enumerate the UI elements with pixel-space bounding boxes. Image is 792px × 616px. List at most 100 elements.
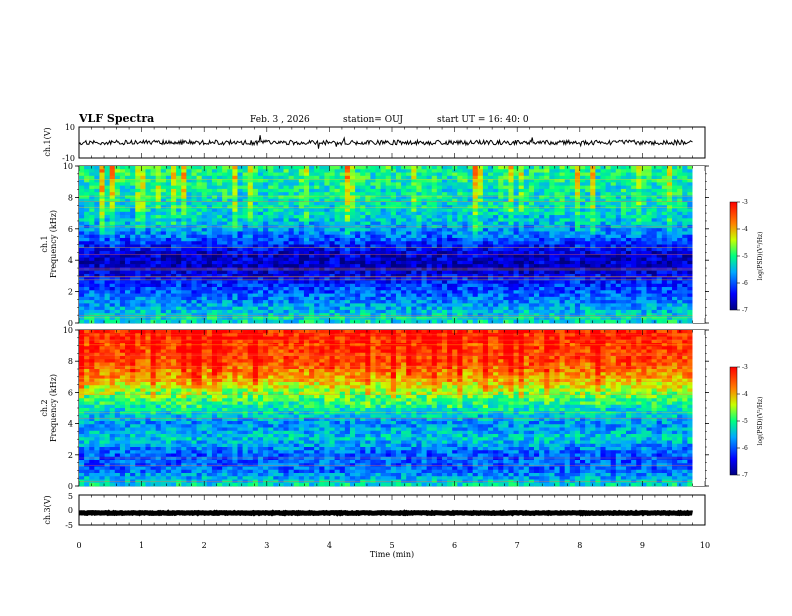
spectrogram-cell <box>79 287 85 291</box>
spectrogram-cell <box>631 231 637 235</box>
spectrogram-cell <box>570 189 576 193</box>
spectrogram-cell <box>309 254 315 258</box>
spectrogram-cell <box>641 222 647 226</box>
spectrogram-cell <box>401 231 407 235</box>
spectrogram-cell <box>646 290 652 294</box>
spectrogram-cell <box>606 173 612 177</box>
spectrogram-cell <box>534 280 540 284</box>
spectrogram-cell <box>340 245 346 249</box>
spectrogram-cell <box>120 280 126 284</box>
spectrogram-cell <box>110 182 116 186</box>
spectrogram-cell <box>289 254 295 258</box>
spectrogram-cell <box>191 245 197 249</box>
spectrogram-cell <box>493 271 499 275</box>
spectrogram-cell <box>212 287 218 291</box>
spectrogram-cell <box>324 261 330 265</box>
spectrogram-cell <box>258 264 264 268</box>
spectrogram-cell <box>386 264 392 268</box>
spectrogram-cell <box>575 212 581 216</box>
spectrogram-cell <box>585 245 591 249</box>
spectrogram-cell <box>687 290 693 294</box>
spectrogram-cell <box>345 231 351 235</box>
spectrogram-cell <box>646 294 652 298</box>
spectrogram-cell <box>268 264 274 268</box>
spectrogram-cell <box>687 231 693 235</box>
spectrogram-cell <box>539 290 545 294</box>
spectrogram-cell <box>575 189 581 193</box>
spectrogram-cell <box>595 290 601 294</box>
spectrogram-cell <box>391 254 397 258</box>
spectrogram-cell <box>304 205 310 209</box>
spectrogram-cell <box>330 245 336 249</box>
spectrogram-cell <box>662 189 668 193</box>
spectrogram-cell <box>283 277 289 281</box>
spectrogram-cell <box>473 231 479 235</box>
spectrogram-cell <box>636 205 642 209</box>
spectrogram-cell <box>662 202 668 206</box>
spectrogram-cell <box>560 173 566 177</box>
spectrogram-cell <box>478 166 484 170</box>
spectrogram-cell <box>304 189 310 193</box>
spectrogram-cell <box>396 186 402 190</box>
spectrogram-cell <box>161 231 167 235</box>
spectrogram-cell <box>181 245 187 249</box>
spectrogram-cell <box>508 254 514 258</box>
spectrogram-cell <box>115 294 121 298</box>
spectrogram-cell <box>493 228 499 232</box>
spectrogram-cell <box>99 235 105 239</box>
spectrogram-cell <box>314 258 320 262</box>
spectrogram-cell <box>570 228 576 232</box>
spectrogram-cell <box>263 231 269 235</box>
spectrogram-cell <box>657 212 663 216</box>
spectrogram-cell <box>355 280 361 284</box>
spectrogram-cell <box>411 186 417 190</box>
spectrogram-cell <box>483 287 489 291</box>
spectrogram-cell <box>202 192 208 196</box>
spectrogram-cell <box>181 182 187 186</box>
spectrogram-cell <box>493 212 499 216</box>
spectrogram-cell <box>503 238 509 242</box>
spectrogram-cell <box>468 264 474 268</box>
spectrogram-cell <box>365 294 371 298</box>
spectrogram-cell <box>682 238 688 242</box>
spectrogram-cell <box>243 297 249 301</box>
spectrogram-cell <box>197 212 203 216</box>
spectrogram-cell <box>422 258 428 262</box>
spectrogram-cell <box>616 264 622 268</box>
spectrogram-cell <box>539 202 545 206</box>
spectrogram-cell <box>283 235 289 239</box>
spectrogram-cell <box>283 176 289 180</box>
spectrogram-cell <box>370 228 376 232</box>
spectrogram-cell <box>89 182 95 186</box>
spectrogram-cell <box>401 209 407 213</box>
spectrogram-cell <box>636 189 642 193</box>
spectrogram-cell <box>478 205 484 209</box>
spectrogram-cell <box>151 212 157 216</box>
spectrogram-cell <box>161 215 167 219</box>
spectrogram-cell <box>529 222 535 226</box>
spectrogram-cell <box>186 166 192 170</box>
spectrogram-cell <box>503 264 509 268</box>
spectrogram-cell <box>687 261 693 265</box>
spectrogram-cell <box>350 215 356 219</box>
spectrogram-cell <box>478 271 484 275</box>
spectrogram-cell <box>370 284 376 288</box>
spectrogram-cell <box>253 264 259 268</box>
spectrogram-cell <box>207 254 213 258</box>
spectrogram-cell <box>273 297 279 301</box>
spectrogram-cell <box>534 209 540 213</box>
spectrogram-cell <box>677 231 683 235</box>
spectrogram-cell <box>166 261 172 265</box>
spectrogram-cell <box>621 290 627 294</box>
spectrogram-cell <box>166 271 172 275</box>
spectrogram-cell <box>595 169 601 173</box>
spectrogram-cell <box>370 241 376 245</box>
spectrogram-cell <box>621 212 627 216</box>
spectrogram-cell <box>508 294 514 298</box>
spectrogram-cell <box>606 235 612 239</box>
spectrogram-cell <box>580 205 586 209</box>
spectrogram-cell <box>493 241 499 245</box>
spectrogram-cell <box>529 182 535 186</box>
spectrogram-cell <box>580 169 586 173</box>
spectrogram-cell <box>544 245 550 249</box>
